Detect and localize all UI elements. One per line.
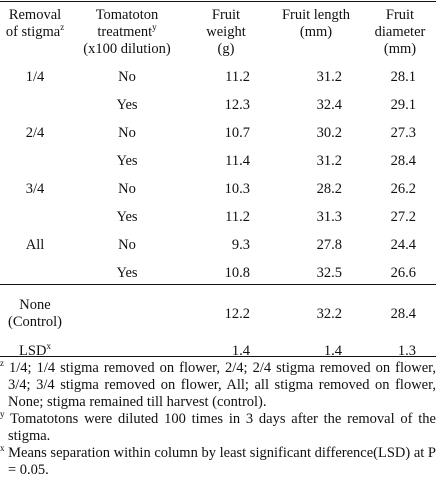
control-label: None (Control) (8, 297, 62, 330)
header-treatment: Tomatoton treatmenty (x100 dilution) (83, 7, 171, 57)
removal-cell: 1/4 (25, 68, 45, 85)
removal-cell (0, 147, 70, 175)
weight-cell: 10.3 (224, 180, 250, 197)
removal-cell: 2/4 (25, 124, 45, 141)
control-row: None (Control) 12.2 32.2 28.4 (0, 287, 436, 335)
header-length: Fruit length (mm) (281, 7, 351, 40)
treatment-cell: No (118, 124, 136, 141)
removal-cell (0, 203, 70, 231)
length-cell: 31.3 (316, 208, 342, 225)
table-row: Yes 11.2 31.3 27.2 (0, 203, 436, 231)
table-row: 3/4 No 10.3 28.2 26.2 (0, 175, 436, 203)
lsd-label: LSDx (19, 340, 51, 359)
diameter-cell: 24.4 (390, 236, 416, 253)
length-cell: 1.4 (323, 342, 342, 359)
weight-cell: 11.2 (225, 68, 250, 85)
diameter-cell: 28.4 (390, 152, 416, 169)
control-separator-rule (0, 284, 436, 285)
length-cell: 28.2 (316, 180, 342, 197)
weight-cell: 9.3 (231, 236, 250, 253)
treatment-cell: Yes (116, 152, 138, 169)
treatment-cell: No (118, 236, 136, 253)
removal-cell: All (25, 236, 45, 253)
diameter-cell: 28.4 (390, 305, 416, 322)
diameter-cell: 28.1 (390, 68, 416, 85)
footnote-y: y Tomatotons were diluted 100 times in 3… (0, 409, 436, 444)
treatment-cell: Yes (116, 96, 138, 113)
weight-cell: 12.2 (224, 305, 250, 322)
removal-cell (0, 91, 70, 119)
control-treatment-cell (70, 287, 184, 335)
header-removal: Removal of stigmaz (5, 7, 65, 40)
diameter-cell: 29.1 (390, 96, 416, 113)
footnote-z: z 1/4; 1/4 stigma removed on flower, 2/4… (0, 358, 436, 410)
weight-cell: 1.4 (231, 342, 250, 359)
removal-cell: 3/4 (25, 180, 45, 197)
treatment-cell: No (118, 180, 136, 197)
removal-cell (0, 259, 70, 287)
table-row: 2/4 No 10.7 30.2 27.3 (0, 119, 436, 147)
lsd-row: LSDx 1.4 1.4 1.3 (0, 335, 436, 367)
diameter-cell: 27.2 (390, 208, 416, 225)
weight-cell: 11.2 (225, 208, 250, 225)
treatment-cell: No (118, 68, 136, 85)
top-rule (0, 1, 436, 2)
length-cell: 27.8 (316, 236, 342, 253)
treatment-cell: Yes (116, 264, 138, 281)
fruit-quality-table: Removal of stigmaz Tomatoton treatmenty … (0, 3, 436, 367)
diameter-cell: 26.2 (390, 180, 416, 197)
length-cell: 31.2 (316, 152, 342, 169)
diameter-cell: 26.6 (390, 264, 416, 281)
length-cell: 32.2 (316, 305, 342, 322)
header-weight: Fruit weight (g) (206, 7, 246, 57)
table-row: Yes 10.8 32.5 26.6 (0, 259, 436, 287)
header-diameter: Fruit diameter (mm) (374, 7, 426, 57)
footnotes: z 1/4; 1/4 stigma removed on flower, 2/4… (0, 358, 436, 479)
treatment-cell: Yes (116, 208, 138, 225)
diameter-cell: 27.3 (390, 124, 416, 141)
diameter-cell: 1.3 (397, 342, 416, 359)
length-cell: 32.5 (316, 264, 342, 281)
weight-cell: 10.7 (224, 124, 250, 141)
table-row: Yes 12.3 32.4 29.1 (0, 91, 436, 119)
table-row: All No 9.3 27.8 24.4 (0, 231, 436, 259)
length-cell: 32.4 (316, 96, 342, 113)
length-cell: 31.2 (316, 68, 342, 85)
header-row: Removal of stigmaz Tomatoton treatmenty … (0, 3, 436, 63)
footnote-x: x Means separation within column by leas… (0, 443, 436, 478)
weight-cell: 11.4 (225, 152, 250, 169)
weight-cell: 10.8 (224, 264, 250, 281)
table-row: Yes 11.4 31.2 28.4 (0, 147, 436, 175)
bottom-rule (0, 356, 436, 357)
table-row: 1/4 No 11.2 31.2 28.1 (0, 63, 436, 91)
weight-cell: 12.3 (224, 96, 250, 113)
length-cell: 30.2 (316, 124, 342, 141)
